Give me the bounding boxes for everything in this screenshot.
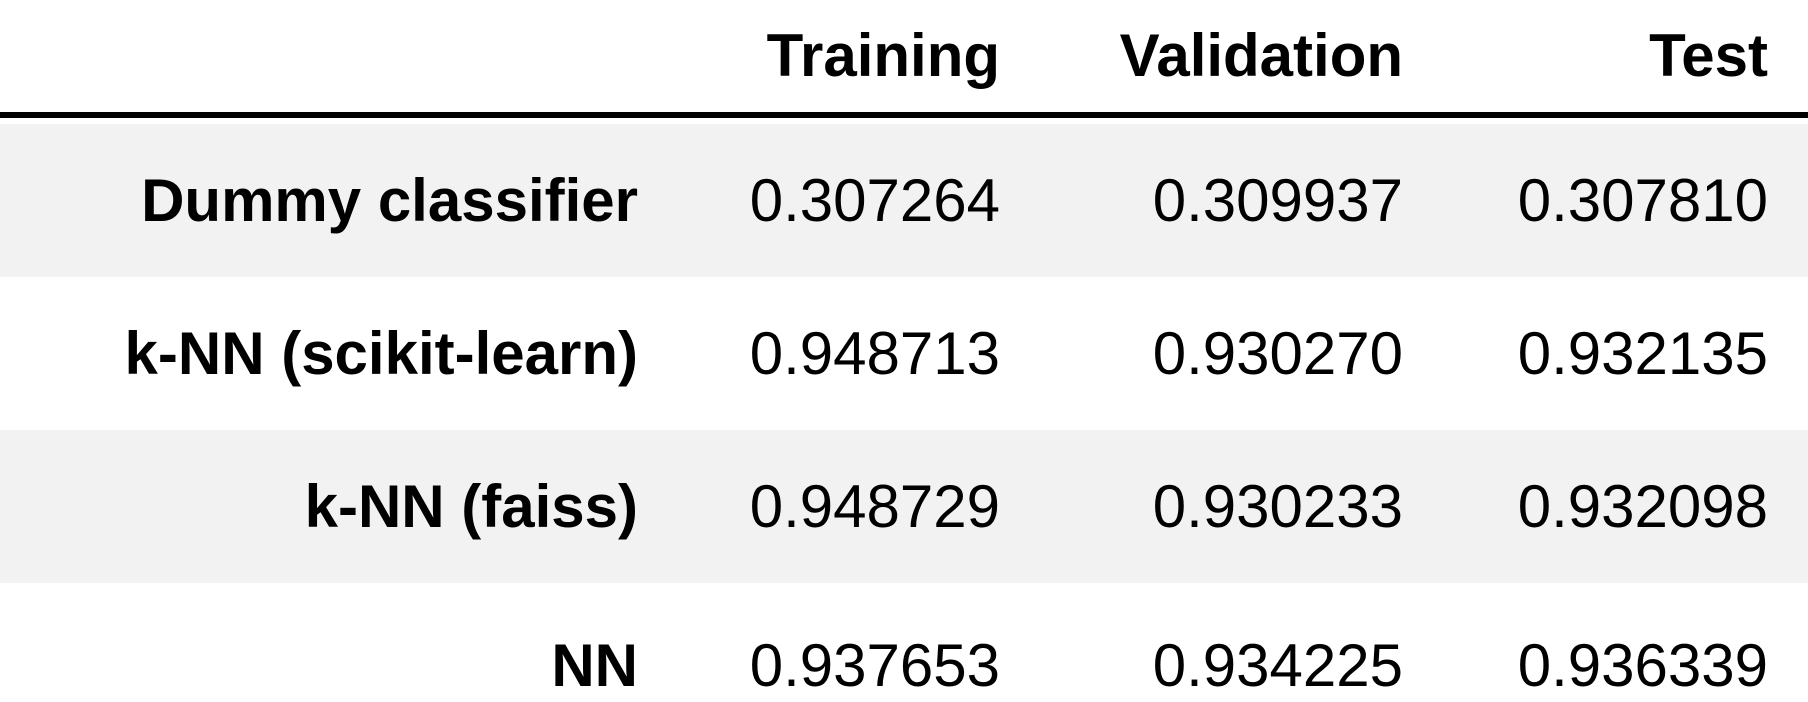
header-test: Test [1649, 22, 1768, 89]
table-row: Dummy classifier 0.307264 0.309937 0.307… [0, 124, 1808, 277]
header-training: Training [766, 22, 1000, 89]
test-value: 0.307810 [1517, 166, 1768, 234]
training-value: 0.307264 [749, 166, 1000, 234]
validation-value: 0.930233 [1152, 472, 1403, 540]
row-label: k-NN (scikit-learn) [124, 319, 638, 387]
table-row: k-NN (faiss) 0.948729 0.930233 0.932098 [0, 430, 1808, 583]
test-value: 0.932135 [1517, 319, 1768, 387]
validation-value: 0.309937 [1152, 166, 1403, 234]
training-value: 0.948713 [749, 319, 1000, 387]
table-header: Training Validation Test [0, 0, 1808, 118]
table-row: NN 0.937653 0.934225 0.936339 [0, 583, 1808, 702]
header-validation: Validation [1119, 22, 1403, 89]
row-label: k-NN (faiss) [304, 472, 638, 540]
row-label: NN [551, 632, 638, 699]
row-label: Dummy classifier [141, 166, 638, 234]
test-value: 0.936339 [1517, 632, 1768, 699]
validation-value: 0.930270 [1152, 319, 1403, 387]
table-row: k-NN (scikit-learn) 0.948713 0.930270 0.… [0, 277, 1808, 430]
test-value: 0.932098 [1517, 472, 1768, 540]
validation-value: 0.934225 [1152, 632, 1403, 699]
training-value: 0.937653 [749, 632, 1000, 699]
training-value: 0.948729 [749, 472, 1000, 540]
